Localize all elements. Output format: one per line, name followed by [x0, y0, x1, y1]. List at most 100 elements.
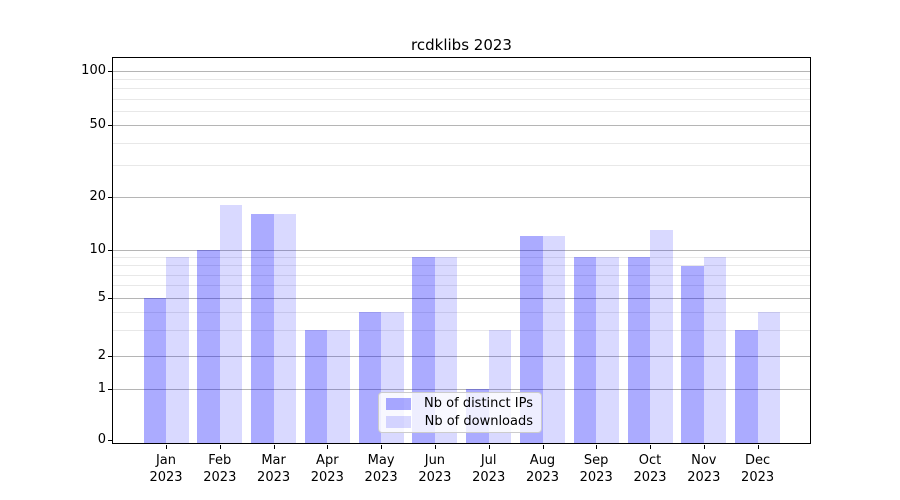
x-tick-label: Jan 2023	[133, 452, 199, 486]
y-minor-gridline	[113, 143, 810, 144]
y-minor-gridline	[113, 79, 810, 80]
y-minor-gridline	[113, 312, 810, 313]
y-minor-gridline	[113, 285, 810, 286]
x-tick	[273, 445, 275, 449]
month-label: Jan	[155, 453, 177, 468]
y-tick-label: 2	[97, 348, 106, 363]
bar-downloads-nov	[703, 257, 727, 444]
y-tick-label: 50	[89, 117, 106, 132]
y-major-gridline	[113, 197, 810, 198]
x-tick	[434, 445, 436, 449]
y-major-gridline	[113, 71, 810, 72]
legend-swatch-downloads	[386, 415, 411, 428]
year-label: 2023	[310, 470, 344, 485]
y-tick	[108, 298, 112, 299]
y-tick-label: 100	[81, 63, 106, 78]
year-label: 2023	[149, 470, 183, 485]
y-major-gridline	[113, 356, 810, 357]
y-minor-gridline	[113, 88, 810, 89]
bar-downloads-apr	[327, 330, 350, 444]
legend-item-downloads: Nb of downloads	[386, 414, 533, 429]
year-label: 2023	[364, 470, 398, 485]
x-tick-label: Sep 2023	[563, 452, 629, 486]
x-tick-label: Aug 2023	[510, 452, 576, 486]
y-tick	[108, 71, 112, 72]
year-label: 2023	[741, 470, 775, 485]
y-major-gridline	[113, 298, 810, 299]
bar-distinct-ips-feb	[197, 250, 220, 444]
month-label: Mar	[261, 453, 286, 468]
year-label: 2023	[687, 470, 721, 485]
month-label: Jun	[424, 453, 446, 468]
x-tick-label: Feb 2023	[187, 452, 253, 486]
month-label: Apr	[316, 453, 339, 468]
y-tick	[108, 356, 112, 357]
year-label: 2023	[203, 470, 237, 485]
x-tick-label: Mar 2023	[241, 452, 307, 486]
year-label: 2023	[579, 470, 613, 485]
y-tick	[108, 197, 112, 198]
x-tick-label: Apr 2023	[294, 452, 360, 486]
legend-label-downloads: Nb of downloads	[424, 414, 533, 429]
x-tick	[703, 445, 705, 449]
y-minor-gridline	[113, 257, 810, 258]
bar-downloads-aug	[542, 236, 565, 444]
month-label: Feb	[208, 453, 232, 468]
bar-distinct-ips-nov	[681, 265, 704, 444]
bar-distinct-ips-mar	[251, 214, 274, 444]
x-tick	[596, 445, 598, 449]
y-tick-label: 20	[89, 189, 106, 204]
legend-swatch-distinct-ips	[386, 397, 411, 410]
month-label: May	[367, 453, 395, 468]
y-tick-label: 0	[97, 432, 106, 447]
bar-downloads-oct	[650, 229, 673, 444]
y-tick	[108, 389, 112, 390]
bar-distinct-ips-jan	[143, 298, 166, 444]
legend: Nb of distinct IPs Nb of downloads	[378, 392, 542, 433]
bar-distinct-ips-oct	[627, 257, 650, 444]
year-label: 2023	[257, 470, 291, 485]
y-tick-label: 10	[89, 242, 106, 257]
y-minor-gridline	[113, 111, 810, 112]
bar-downloads-dec	[757, 312, 781, 444]
x-tick-label: Jul 2023	[456, 452, 522, 486]
bar-distinct-ips-may	[358, 312, 382, 444]
x-tick	[650, 445, 651, 449]
y-minor-gridline	[113, 265, 810, 266]
y-tick	[108, 250, 112, 251]
bar-downloads-jan	[166, 257, 189, 444]
y-tick	[108, 440, 112, 441]
year-label: 2023	[472, 470, 506, 485]
x-tick	[381, 445, 383, 449]
month-label: Jul	[480, 453, 497, 468]
x-tick-label: May 2023	[348, 452, 414, 486]
x-tick	[757, 445, 759, 449]
year-label: 2023	[418, 470, 452, 485]
x-tick-label: Nov 2023	[671, 452, 737, 486]
month-label: Sep	[583, 453, 609, 468]
x-tick	[166, 445, 167, 449]
year-label: 2023	[633, 470, 667, 485]
y-tick-label: 1	[97, 381, 106, 396]
x-tick-label: Dec 2023	[725, 452, 791, 486]
legend-item-distinct-ips: Nb of distinct IPs	[386, 396, 533, 411]
x-tick	[542, 445, 544, 449]
y-minor-gridline	[113, 275, 810, 276]
bar-distinct-ips-dec	[735, 330, 758, 444]
legend-label-distinct-ips: Nb of distinct IPs	[424, 396, 533, 411]
x-tick	[327, 445, 329, 449]
year-label: 2023	[525, 470, 560, 485]
y-major-gridline	[113, 389, 810, 390]
y-major-gridline	[113, 125, 810, 126]
y-tick-label: 5	[97, 290, 106, 305]
y-minor-gridline	[113, 165, 810, 166]
month-label: Oct	[638, 453, 662, 468]
bar-downloads-sep	[596, 257, 619, 444]
x-tick-label: Jun 2023	[402, 452, 468, 486]
y-tick	[108, 125, 112, 126]
x-tick	[219, 445, 221, 449]
x-tick	[488, 445, 490, 449]
chart-title: rcdklibs 2023	[411, 36, 512, 54]
month-label: Aug	[529, 453, 556, 468]
